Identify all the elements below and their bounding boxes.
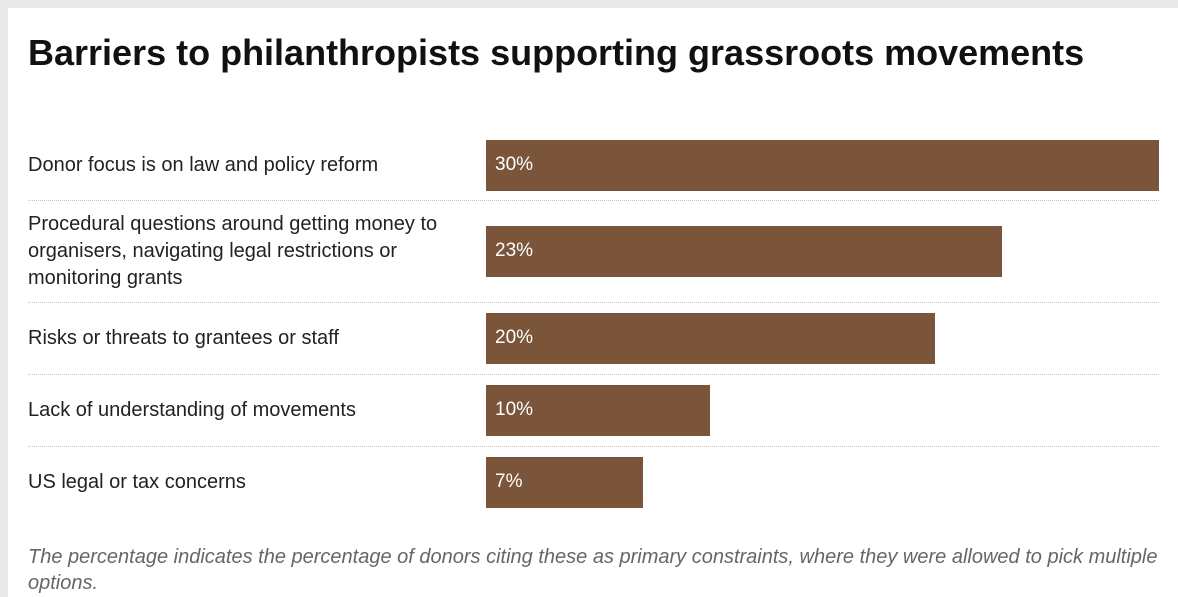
bar-value-label: 23%: [495, 240, 534, 261]
row-divider: [28, 374, 1159, 375]
bar-value-label: 7%: [495, 471, 523, 492]
bar: [486, 456, 643, 508]
chart-note: The percentage indicates the percentage …: [28, 546, 1158, 594]
bar-value-label: 30%: [495, 154, 534, 175]
row-divider: [28, 446, 1159, 447]
bar-value-label: 20%: [495, 327, 534, 348]
bar-value-label: 10%: [495, 399, 534, 420]
chart-title: Barriers to philanthropists supporting g…: [28, 32, 1085, 73]
category-label: Procedural questions around getting mone…: [28, 212, 438, 289]
category-label: Risks or threats to grantees or staff: [28, 326, 339, 349]
bar: [486, 312, 935, 364]
bar: [486, 384, 710, 436]
bar: [486, 225, 1002, 277]
row-divider: [28, 302, 1159, 303]
row-divider: [28, 200, 1159, 201]
chart-card: Barriers to philanthropists supporting g…: [8, 8, 1178, 597]
category-label: US legal or tax concerns: [28, 470, 246, 493]
category-label: Lack of understanding of movements: [28, 398, 356, 421]
bar: [486, 139, 1159, 191]
category-label: Donor focus is on law and policy reform: [28, 153, 379, 176]
bar-chart: Donor focus is on law and policy reform 3…: [8, 8, 1178, 597]
